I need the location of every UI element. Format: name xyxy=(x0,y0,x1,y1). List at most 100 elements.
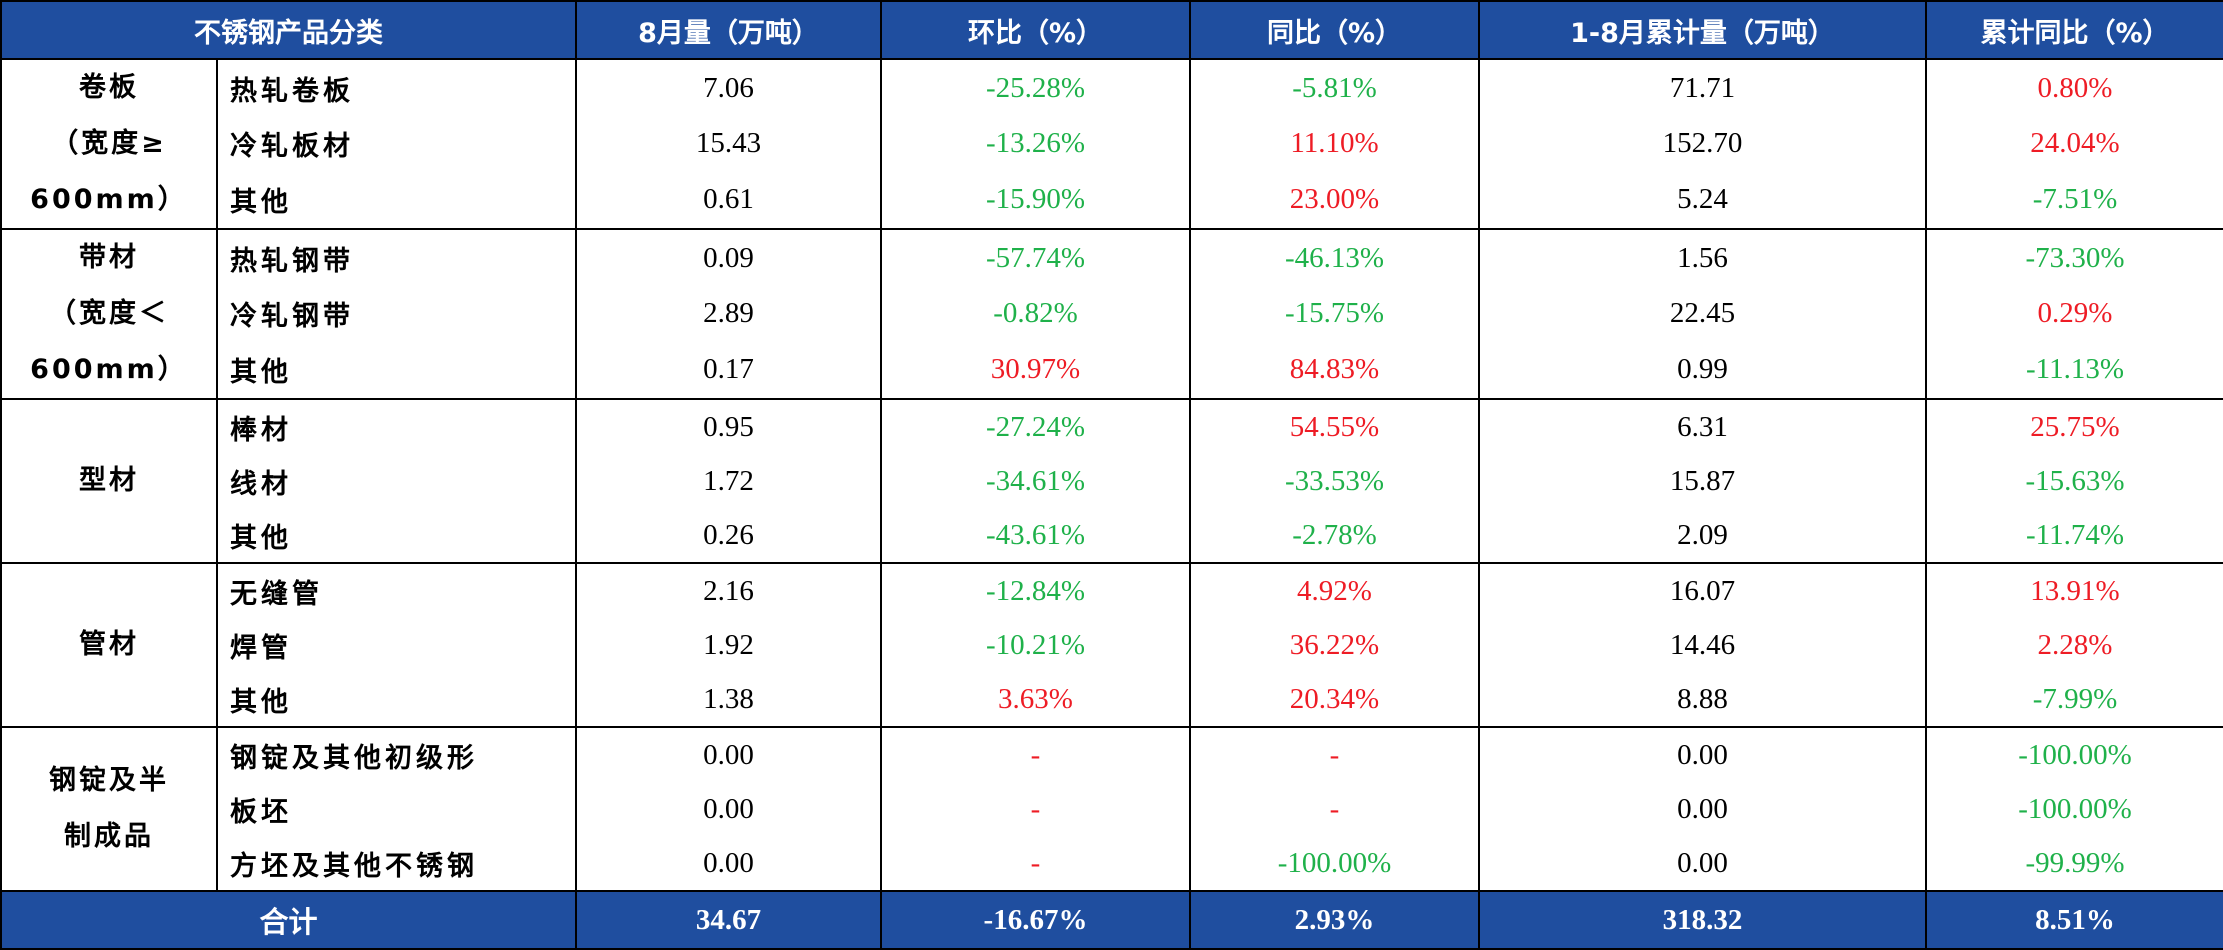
total-value: 8.51% xyxy=(1925,890,2223,950)
value-cell: 84.83% xyxy=(1189,341,1480,399)
value-cell: 15.87 xyxy=(1478,454,1927,508)
value-cell: - xyxy=(1189,782,1480,836)
value-cell: -15.63% xyxy=(1925,454,2223,508)
value-cell: - xyxy=(880,782,1191,836)
value-cell: -43.61% xyxy=(880,508,1191,563)
group-label-line: 600mm） xyxy=(30,184,188,215)
data-row: 其他 0.17 30.97% 84.83% 0.99 -11.13% xyxy=(1,341,2223,399)
subcategory: 方坯及其他不锈钢 xyxy=(216,836,577,891)
data-row: 卷板 （宽度≥ 600mm） 热轧卷板 7.06 -25.28% -5.81% 71.71 0.… xyxy=(0,58,2223,229)
value-cell: 0.00 xyxy=(1478,836,1927,891)
group-label-line: 管材 xyxy=(79,629,139,660)
data-row: 带材 （宽度＜ 600mm） 热轧钢带 0.09 -57.74% -46.13% 1.56 -7… xyxy=(0,228,2223,399)
value-cell: - xyxy=(880,726,1191,782)
group-label: 带材 （宽度＜ 600mm） xyxy=(0,228,218,399)
subcategory: 热轧卷板 xyxy=(216,58,577,116)
data-row: 板坯 0.00- -0.00 -100.00% xyxy=(1,782,2223,836)
subcategory: 其他 xyxy=(216,171,577,229)
value-cell: -0.82% xyxy=(880,286,1191,342)
total-value: 34.67 xyxy=(575,890,882,950)
header-cell: 累计同比（%） xyxy=(1925,0,2223,60)
value-cell: 0.29% xyxy=(1925,286,2223,342)
value-cell: 15.43 xyxy=(575,116,882,172)
value-cell: -2.78% xyxy=(1189,508,1480,563)
value-cell: 0.00 xyxy=(575,836,882,891)
group-label-line: 型材 xyxy=(79,465,139,496)
value-cell: 2.16 xyxy=(575,562,882,618)
value-cell: 8.88 xyxy=(1478,672,1927,727)
subcategory: 板坯 xyxy=(216,782,577,836)
data-row: 方坯及其他不锈钢 0.00- -100.00% 0.00 -99.99% xyxy=(1,836,2223,891)
value-cell: 2.09 xyxy=(1478,508,1927,563)
data-row: 其他 0.61 -15.90% 23.00% 5.24 -7.51% xyxy=(1,171,2223,229)
value-cell: 71.71 xyxy=(1478,58,1927,116)
value-cell: -11.74% xyxy=(1925,508,2223,563)
value-cell: -15.75% xyxy=(1189,286,1480,342)
total-value: 318.32 xyxy=(1478,890,1927,950)
value-cell: 1.92 xyxy=(575,618,882,672)
header-row: 不锈钢产品分类 8月量（万吨） 环比（%） 同比（%） 1-8月累计量（万吨） 累计同比（… xyxy=(0,0,2223,60)
value-cell: 152.70 xyxy=(1478,116,1927,172)
value-cell: -25.28% xyxy=(880,58,1191,116)
group-label-line: 带材 xyxy=(79,242,139,273)
value-cell: 0.00 xyxy=(1478,782,1927,836)
value-cell: 0.99 xyxy=(1478,341,1927,399)
value-cell: -11.13% xyxy=(1925,341,2223,399)
value-cell: 20.34% xyxy=(1189,672,1480,727)
group-label: 卷板 （宽度≥ 600mm） xyxy=(0,58,218,229)
value-cell: 4.92% xyxy=(1189,562,1480,618)
subcategory: 其他 xyxy=(216,341,577,399)
data-row: 线材 1.72 -34.61% -33.53% 15.87 -15.63% xyxy=(1,454,2223,508)
header-cell: 8月量（万吨） xyxy=(575,0,882,60)
value-cell: -100.00% xyxy=(1925,726,2223,782)
value-cell: -12.84% xyxy=(880,562,1191,618)
value-cell: 36.22% xyxy=(1189,618,1480,672)
value-cell: 1.56 xyxy=(1478,228,1927,286)
value-cell: 3.63% xyxy=(880,672,1191,727)
total-row: 合计 34.67 -16.67% 2.93% 318.32 8.51% xyxy=(0,890,2223,950)
value-cell: 0.00 xyxy=(575,782,882,836)
group-label-line: 制成品 xyxy=(64,821,154,852)
header-cell: 不锈钢产品分类 xyxy=(0,0,577,60)
group-label: 型材 xyxy=(0,398,218,563)
header-cell: 环比（%） xyxy=(880,0,1191,60)
group-label-line: （宽度≥ xyxy=(51,128,167,159)
value-cell: -100.00% xyxy=(1925,782,2223,836)
data-row: 管材 无缝管 2.16 -12.84% 4.92% 16.07 13.91% xyxy=(0,562,2223,727)
value-cell: -99.99% xyxy=(1925,836,2223,891)
subcategory: 冷轧板材 xyxy=(216,116,577,172)
value-cell: 54.55% xyxy=(1189,398,1480,454)
value-cell: 0.80% xyxy=(1925,58,2223,116)
total-label: 合计 xyxy=(0,890,577,950)
value-cell: 0.09 xyxy=(575,228,882,286)
value-cell: -27.24% xyxy=(880,398,1191,454)
value-cell: -7.99% xyxy=(1925,672,2223,727)
value-cell: 0.26 xyxy=(575,508,882,563)
value-cell: 25.75% xyxy=(1925,398,2223,454)
value-cell: 0.95 xyxy=(575,398,882,454)
value-cell: -46.13% xyxy=(1189,228,1480,286)
value-cell: -100.00% xyxy=(1189,836,1480,891)
group-label-line: 卷板 xyxy=(79,72,139,103)
subcategory: 其他 xyxy=(216,672,577,727)
group-label-line: （宽度＜ xyxy=(49,298,169,329)
value-cell: 11.10% xyxy=(1189,116,1480,172)
value-cell: - xyxy=(880,836,1191,891)
group-label-line: 600mm） xyxy=(30,354,188,385)
value-cell: 30.97% xyxy=(880,341,1191,399)
data-row: 冷轧板材 15.43 -13.26% 11.10% 152.70 24.04% xyxy=(1,116,2223,172)
group-label-line: 钢锭及半 xyxy=(49,765,169,796)
subcategory: 棒材 xyxy=(216,398,577,454)
value-cell: 7.06 xyxy=(575,58,882,116)
header-cell: 同比（%） xyxy=(1189,0,1480,60)
value-cell: -5.81% xyxy=(1189,58,1480,116)
data-row: 钢锭及半 制成品 钢锭及其他初级形 0.00- -0.00 -100.00% xyxy=(0,726,2223,891)
value-cell: 2.89 xyxy=(575,286,882,342)
value-cell: 13.91% xyxy=(1925,562,2223,618)
data-row: 其他 0.26 -43.61% -2.78% 2.09 -11.74% xyxy=(1,508,2223,563)
group-label: 钢锭及半 制成品 xyxy=(0,726,218,891)
subcategory: 线材 xyxy=(216,454,577,508)
value-cell: -15.90% xyxy=(880,171,1191,229)
